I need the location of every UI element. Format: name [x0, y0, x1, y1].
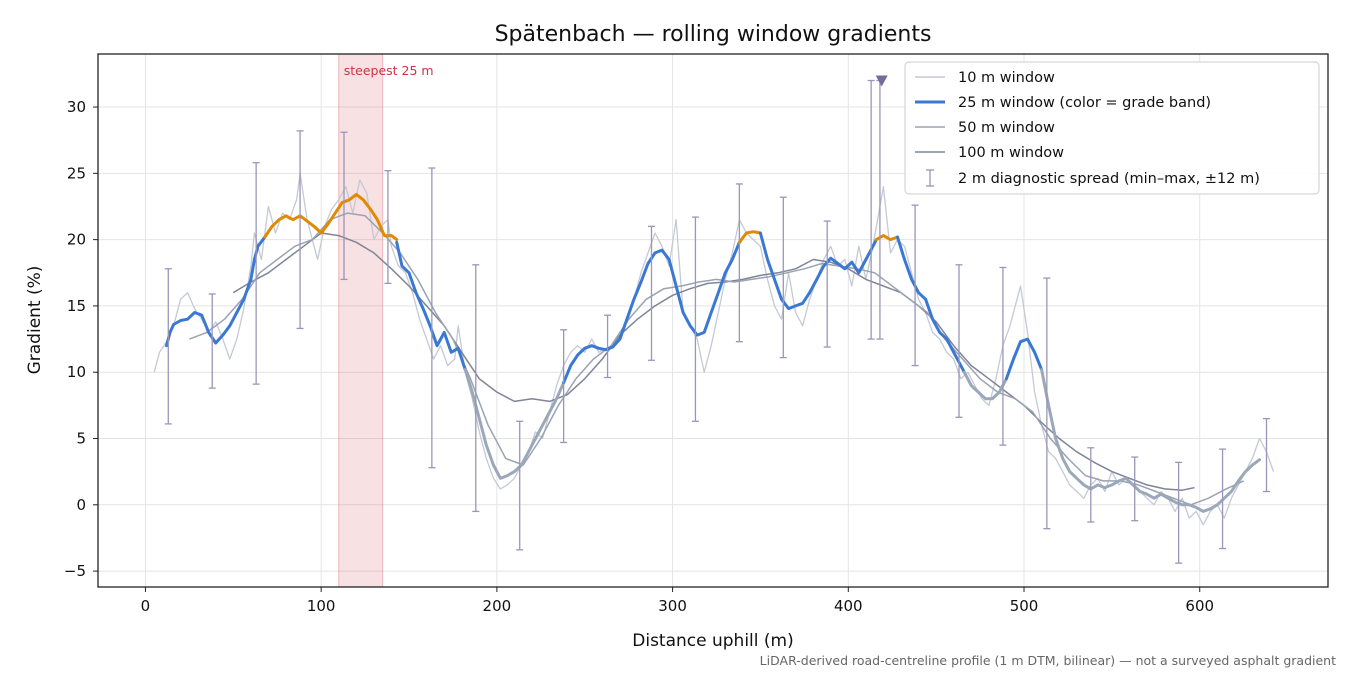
x-axis-label: Distance uphill (m) — [632, 631, 793, 651]
y-tick-label-4: 15 — [67, 297, 86, 315]
error-bar-2 — [252, 162, 260, 385]
legend-box — [904, 61, 1320, 195]
error-bars — [164, 79, 1270, 564]
x-tick-label-1: 100 — [307, 597, 336, 615]
error-bar-3 — [296, 130, 304, 330]
legend-label-25m: 25 m window (color = grade band) — [958, 95, 1211, 111]
y-tick-label-1: 0 — [76, 496, 86, 514]
error-bar-18 — [911, 204, 919, 367]
segment-w25-9 — [962, 370, 1008, 401]
steepest-band — [338, 53, 384, 588]
y-tick-label-2: 5 — [76, 430, 86, 448]
error-bar-15 — [823, 220, 831, 348]
x-tick-label-4: 400 — [834, 597, 863, 615]
error-bar-25 — [1219, 448, 1227, 550]
segment-w25-0 — [165, 235, 267, 348]
plot-frame — [97, 53, 1329, 588]
x-axis-ticks: 0 100 200 300 400 500 600 — [141, 587, 1214, 615]
segment-w25-5 — [737, 230, 762, 244]
error-bar-20 — [999, 266, 1007, 446]
error-bar-19 — [955, 264, 963, 418]
error-bar-1 — [208, 293, 216, 389]
peak-marker — [875, 75, 888, 87]
error-bar-14 — [779, 196, 787, 359]
error-bar-0 — [164, 268, 172, 425]
series-w50 — [189, 212, 1245, 506]
legend-label-50m: 50 m window — [958, 120, 1055, 136]
error-bar-5 — [384, 170, 392, 285]
y-tick-label-5: 20 — [67, 231, 86, 249]
error-bar-6 — [428, 167, 436, 469]
x-tick-label-3: 300 — [658, 597, 687, 615]
segment-w25-6 — [758, 231, 878, 311]
legend-label-10m: 10 m window — [958, 70, 1055, 86]
y-axis-label: Gradient (%) — [25, 266, 45, 375]
error-bar-21 — [1043, 277, 1051, 530]
footnote: LiDAR-derived road-centreline profile (1… — [760, 653, 1336, 668]
x-tick-label-0: 0 — [141, 597, 151, 615]
error-bar-8 — [516, 420, 524, 551]
error-bar-26 — [1263, 417, 1270, 493]
segment-w25-1 — [263, 193, 399, 242]
error-bar-13 — [735, 183, 743, 343]
series-w10 — [153, 172, 1275, 526]
y-tick-label-0: −5 — [64, 562, 86, 580]
peak-marker-layer — [875, 75, 888, 87]
x-tick-label-5: 500 — [1010, 597, 1039, 615]
y-axis-ticks: −5 0 5 10 15 20 25 30 — [64, 98, 98, 580]
error-bar-22 — [1087, 447, 1095, 523]
error-bar-4 — [340, 131, 348, 281]
error-bar-24 — [1175, 461, 1183, 564]
legend-swatch-errorbar — [926, 169, 934, 187]
gridlines — [98, 54, 1328, 587]
segment-w25-8 — [896, 235, 966, 374]
error-bar-12 — [691, 216, 699, 422]
error-bar-10 — [604, 314, 612, 379]
chart-title: Spätenbach — rolling window gradients — [495, 22, 932, 47]
segment-w25-2 — [395, 240, 467, 372]
y-tick-label-3: 10 — [67, 363, 86, 381]
legend: 10 m window 25 m window (color = grade b… — [904, 61, 1320, 195]
segment-w25-10 — [1004, 337, 1044, 381]
error-bar-9 — [560, 329, 568, 444]
steepest-label: steepest 25 m — [344, 63, 434, 78]
legend-label-errorbar: 2 m diagnostic spread (min–max, ±12 m) — [958, 171, 1260, 187]
error-bar-7 — [472, 264, 480, 513]
x-tick-label-2: 200 — [483, 597, 512, 615]
error-bar-23 — [1131, 456, 1139, 522]
segment-w25-3 — [463, 368, 566, 480]
legend-label-100m: 100 m window — [958, 145, 1064, 161]
y-tick-label-7: 30 — [67, 98, 86, 116]
x-tick-label-6: 600 — [1185, 597, 1214, 615]
y-tick-label-6: 25 — [67, 164, 86, 182]
error-bar-11 — [648, 225, 655, 361]
error-bar-16 — [867, 79, 875, 340]
